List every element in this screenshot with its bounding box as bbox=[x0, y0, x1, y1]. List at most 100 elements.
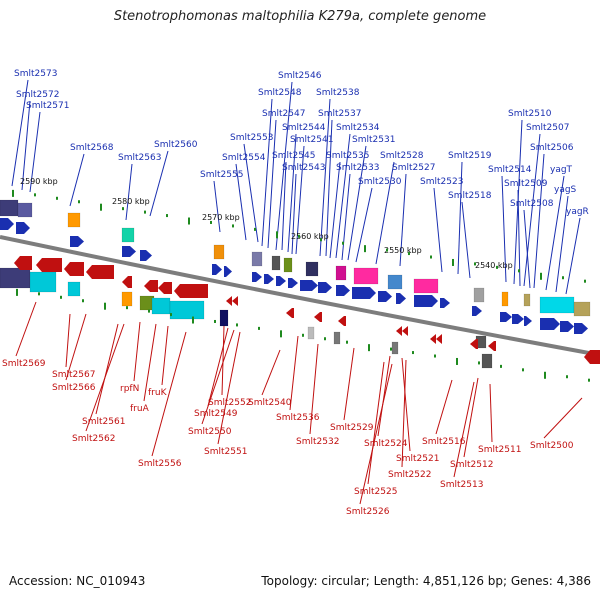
leader-line bbox=[267, 119, 277, 249]
leader-line bbox=[21, 100, 31, 191]
map-title: Stenotrophomonas maltophilia K279a, comp… bbox=[113, 9, 487, 24]
leader-line bbox=[213, 180, 221, 233]
scale-tick bbox=[324, 337, 326, 341]
feature-box bbox=[17, 202, 33, 218]
gene-label-smlt2512: Smlt2512 bbox=[450, 460, 493, 470]
leader-line bbox=[221, 325, 225, 396]
scale-tick bbox=[320, 238, 322, 242]
backbone-arc bbox=[0, 235, 600, 357]
gene-label-smlt2513: Smlt2513 bbox=[440, 480, 483, 490]
scale-tick bbox=[56, 196, 58, 200]
leader-line bbox=[367, 361, 385, 485]
gene-label-smlt2511: Smlt2511 bbox=[478, 445, 521, 455]
gene-label-smlt2543: Smlt2543 bbox=[282, 163, 325, 173]
reverse-gene-arrow bbox=[14, 256, 32, 270]
forward-gene-arrow bbox=[224, 266, 232, 277]
leader-line bbox=[501, 175, 507, 283]
forward-gene-arrow bbox=[500, 312, 512, 322]
leader-line bbox=[289, 335, 299, 411]
forward-gene-arrow bbox=[140, 250, 152, 261]
forward-gene-arrow bbox=[414, 295, 438, 307]
gene-label-smlt2562: Smlt2562 bbox=[72, 434, 115, 444]
gene-label-smlt2506: Smlt2506 bbox=[530, 143, 574, 153]
gene-label-smlt2519: Smlt2519 bbox=[448, 151, 492, 161]
leader-line bbox=[401, 359, 407, 468]
scale-tick bbox=[38, 292, 40, 296]
feature-box bbox=[333, 331, 341, 345]
gene-label-smlt2553: Smlt2553 bbox=[230, 133, 273, 143]
feature-box bbox=[523, 293, 531, 307]
gene-label-smlt2556: Smlt2556 bbox=[138, 459, 182, 469]
scale-tick bbox=[210, 220, 212, 224]
forward-gene-arrow bbox=[378, 291, 392, 302]
forward-gene-arrow bbox=[574, 323, 588, 334]
gene-label-smlt2516: Smlt2516 bbox=[422, 437, 466, 447]
leader-line bbox=[461, 201, 471, 279]
gene-label-smlt2551: Smlt2551 bbox=[204, 447, 247, 457]
leader-line bbox=[341, 173, 351, 261]
gene-label-smlt2563: Smlt2563 bbox=[118, 153, 161, 163]
forward-gene-arrow bbox=[16, 222, 30, 234]
scale-tick bbox=[122, 207, 124, 211]
forward-gene-arrow bbox=[524, 316, 532, 326]
scale-tick bbox=[78, 200, 80, 204]
gene-label-smlt2567: Smlt2567 bbox=[52, 370, 95, 380]
gene-label-smlt2573: Smlt2573 bbox=[14, 69, 57, 79]
reverse-gene-arrow bbox=[488, 341, 496, 351]
gene-label-smlt2531: Smlt2531 bbox=[352, 135, 395, 145]
forward-gene-arrow bbox=[336, 285, 350, 296]
gene-label-smlt2547: Smlt2547 bbox=[262, 109, 305, 119]
scale-tick bbox=[12, 189, 14, 197]
gene-label-smlt2526: Smlt2526 bbox=[346, 507, 390, 517]
reverse-gene-arrow bbox=[122, 276, 132, 288]
leader-line bbox=[489, 383, 493, 443]
scale-tick bbox=[544, 371, 546, 379]
scale-tick bbox=[522, 368, 524, 372]
gene-label-smlt2549: Smlt2549 bbox=[194, 409, 238, 419]
leader-line bbox=[161, 325, 169, 386]
tick-label: 2550 kbp bbox=[384, 246, 422, 255]
scale-tick bbox=[280, 330, 282, 338]
tick-label: 2580 kbp bbox=[112, 197, 150, 206]
forward-gene-arrow bbox=[560, 321, 574, 332]
gene-label-smlt2554: Smlt2554 bbox=[222, 153, 266, 163]
leader-line bbox=[335, 133, 351, 259]
leader-line bbox=[309, 343, 319, 435]
leader-line bbox=[95, 323, 119, 415]
leader-line bbox=[523, 133, 541, 287]
leader-line bbox=[453, 381, 475, 478]
scale-tick bbox=[540, 272, 542, 280]
gene-label-yags: yagS bbox=[554, 185, 577, 195]
scale-tick bbox=[232, 224, 234, 228]
scale-tick bbox=[82, 299, 84, 303]
gene-label-smlt2528: Smlt2528 bbox=[380, 151, 424, 161]
gene-label-smlt2508: Smlt2508 bbox=[510, 199, 554, 209]
feature-box bbox=[481, 353, 493, 369]
scale-tick bbox=[390, 347, 392, 351]
reverse-gene-arrow bbox=[36, 258, 62, 272]
reverse-gene-arrow bbox=[470, 339, 478, 349]
leader-line bbox=[545, 175, 565, 291]
scale-tick bbox=[518, 269, 520, 273]
reverse-gene-arrow bbox=[144, 280, 158, 292]
scale-tick bbox=[452, 258, 454, 266]
feature-box bbox=[307, 326, 315, 340]
scale-tick bbox=[408, 252, 410, 256]
feature-box bbox=[335, 265, 347, 281]
leader-line bbox=[235, 163, 247, 241]
gene-label-smlt2535: Smlt2535 bbox=[326, 151, 369, 161]
feature-box bbox=[121, 291, 133, 307]
gene-features bbox=[0, 199, 600, 369]
forward-gene-arrow bbox=[264, 274, 274, 284]
scale-tick bbox=[236, 323, 238, 327]
gene-label-smlt2532: Smlt2532 bbox=[296, 437, 339, 447]
reverse-gene-arrow bbox=[430, 334, 436, 344]
forward-gene-arrow bbox=[276, 276, 286, 286]
leader-line bbox=[125, 163, 133, 221]
reverse-gene-arrow bbox=[286, 308, 294, 318]
leader-line bbox=[295, 145, 305, 255]
scale-tick bbox=[566, 375, 568, 379]
scale-tick bbox=[500, 364, 502, 368]
gene-label-smlt2525: Smlt2525 bbox=[354, 487, 397, 497]
forward-gene-arrow bbox=[212, 264, 222, 275]
